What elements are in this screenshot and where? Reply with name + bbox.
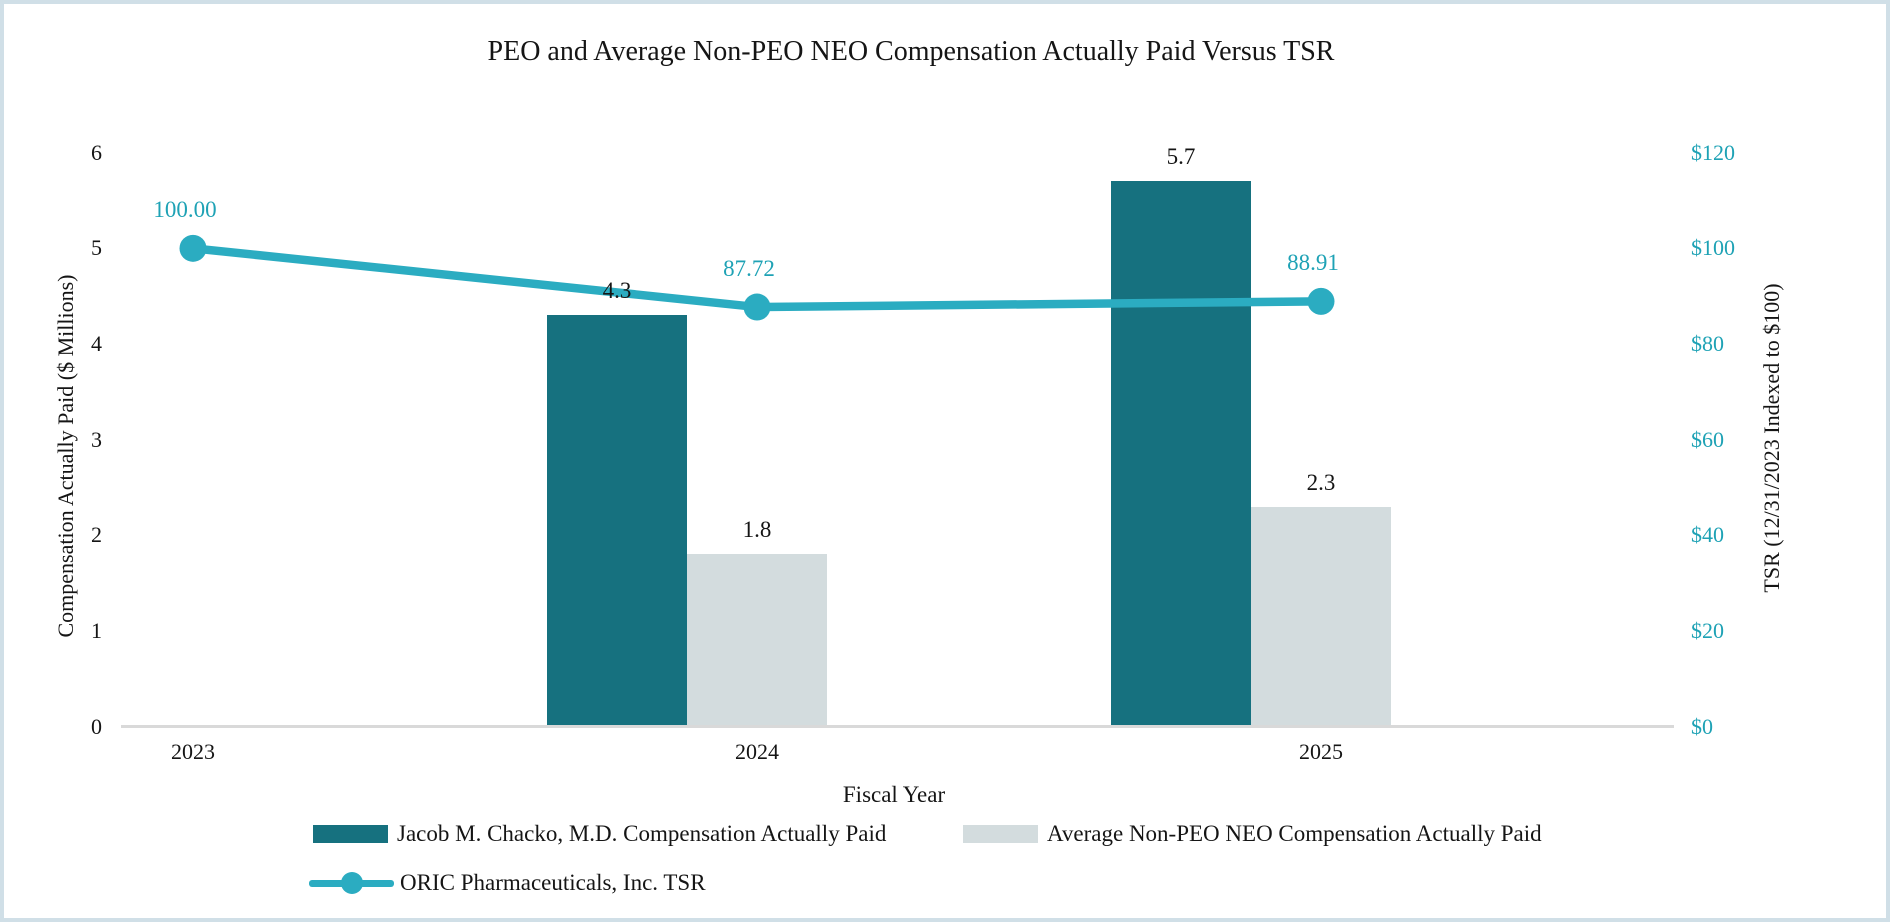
- bar-data-label: 2.3: [1306, 469, 1336, 495]
- chart-title: PEO and Average Non-PEO NEO Compensation…: [487, 36, 1335, 67]
- left-axis-tick: 4: [91, 330, 102, 356]
- left-axis-tick: 3: [91, 426, 102, 452]
- right-axis-title: TSR (12/31/2023 Indexed to $100): [1759, 283, 1784, 593]
- peo-bar-swatch: [313, 825, 388, 843]
- tsr-line-series: [179, 234, 1335, 321]
- line-marker: [743, 293, 771, 321]
- line-marker: [179, 234, 207, 262]
- left-axis-title: Compensation Actually Paid ($ Millions): [53, 274, 78, 638]
- line-data-label: 88.91: [1287, 250, 1339, 276]
- legend-label-nonpeo: Average Non-PEO NEO Compensation Actuall…: [1047, 821, 1542, 846]
- bar-data-label: 1.8: [742, 517, 772, 543]
- right-axis-tick: $100: [1691, 235, 1735, 261]
- x-axis-line: [121, 725, 1674, 728]
- right-axis-tick: $60: [1691, 426, 1724, 452]
- bar-data-label: 5.7: [1166, 144, 1196, 170]
- nonpeo-bar-swatch: [963, 825, 1038, 843]
- x-axis-category-label: 2025: [1299, 739, 1343, 764]
- right-axis-tick: $120: [1691, 139, 1735, 165]
- left-axis-tick: 1: [91, 617, 102, 643]
- bar-data-label: 4.3: [602, 278, 632, 304]
- bar: [547, 315, 687, 727]
- line-data-label: 100.00: [153, 197, 217, 223]
- bar: [687, 554, 827, 727]
- left-axis-tick: 6: [91, 139, 102, 165]
- right-axis-tick: $20: [1691, 617, 1724, 643]
- right-axis-tick: $80: [1691, 330, 1724, 356]
- legend-item-tsr: ORIC Pharmaceuticals, Inc. TSR: [309, 870, 706, 896]
- left-axis-tick: 5: [91, 235, 102, 261]
- x-axis-category-label: 2023: [171, 739, 215, 764]
- x-axis-category-label: 2024: [735, 739, 779, 764]
- legend-item-peo: Jacob M. Chacko, M.D. Compensation Actua…: [313, 821, 886, 847]
- legend-label-peo: Jacob M. Chacko, M.D. Compensation Actua…: [397, 821, 887, 846]
- line-data-label: 87.72: [723, 256, 775, 282]
- bar: [1251, 506, 1391, 727]
- legend-item-nonpeo: Average Non-PEO NEO Compensation Actuall…: [963, 821, 1542, 847]
- bar: [1111, 181, 1251, 727]
- right-axis-tick: $40: [1691, 522, 1724, 548]
- x-axis-title: Fiscal Year: [842, 782, 946, 807]
- legend-label-tsr: ORIC Pharmaceuticals, Inc. TSR: [400, 870, 706, 895]
- tsr-line-swatch: [309, 872, 394, 894]
- line-marker: [1307, 287, 1335, 315]
- left-axis-tick: 0: [91, 713, 102, 739]
- right-axis-tick: $0: [1691, 713, 1713, 739]
- left-axis-tick: 2: [91, 522, 102, 548]
